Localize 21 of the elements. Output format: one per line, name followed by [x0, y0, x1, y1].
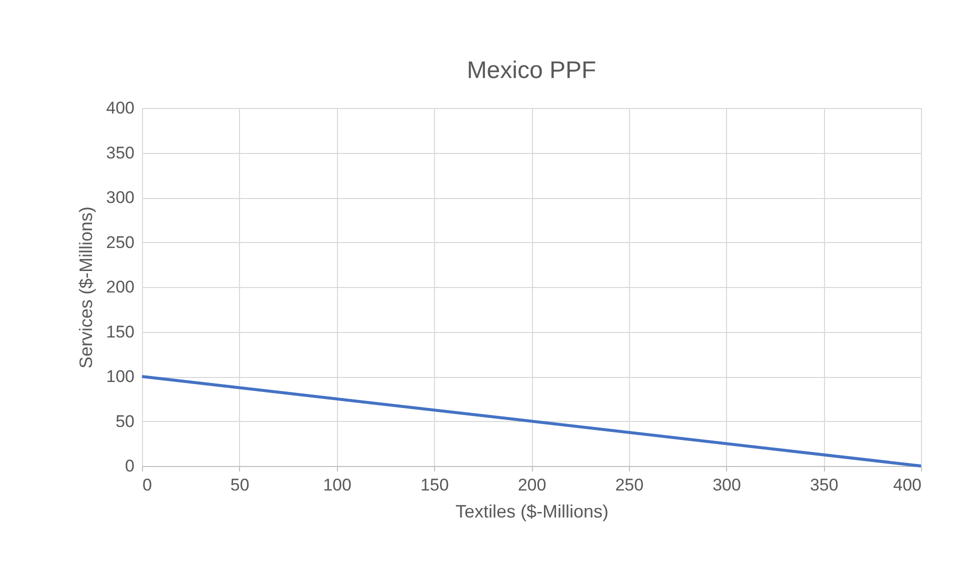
y-tick-label: 350	[106, 143, 134, 162]
x-tick-label: 50	[230, 476, 250, 494]
x-tick-label: 400	[893, 476, 922, 494]
y-tick-label: 400	[106, 98, 134, 118]
x-tick-label: 350	[810, 476, 838, 494]
x-tick-label: 250	[615, 476, 644, 494]
y-tick-label: 300	[106, 188, 134, 207]
x-tick-label: 100	[323, 476, 352, 494]
y-axis-title: Services ($-Millions)	[76, 206, 96, 369]
y-tick-label: 150	[106, 322, 134, 342]
x-tick-label: 150	[420, 476, 449, 494]
chart-title: Mexico PPF	[466, 57, 596, 84]
x-tick-label: 300	[712, 476, 741, 494]
x-tick-label: 200	[518, 476, 546, 494]
y-tick-label: 0	[125, 456, 134, 476]
y-tick-label: 100	[106, 367, 134, 386]
y-tick-label: 50	[116, 412, 134, 431]
y-tick-label: 250	[106, 232, 134, 252]
x-tick-label: 0	[142, 476, 152, 494]
y-tick-label: 200	[106, 278, 134, 296]
x-axis-title: Textiles ($-Millions)	[455, 502, 609, 522]
